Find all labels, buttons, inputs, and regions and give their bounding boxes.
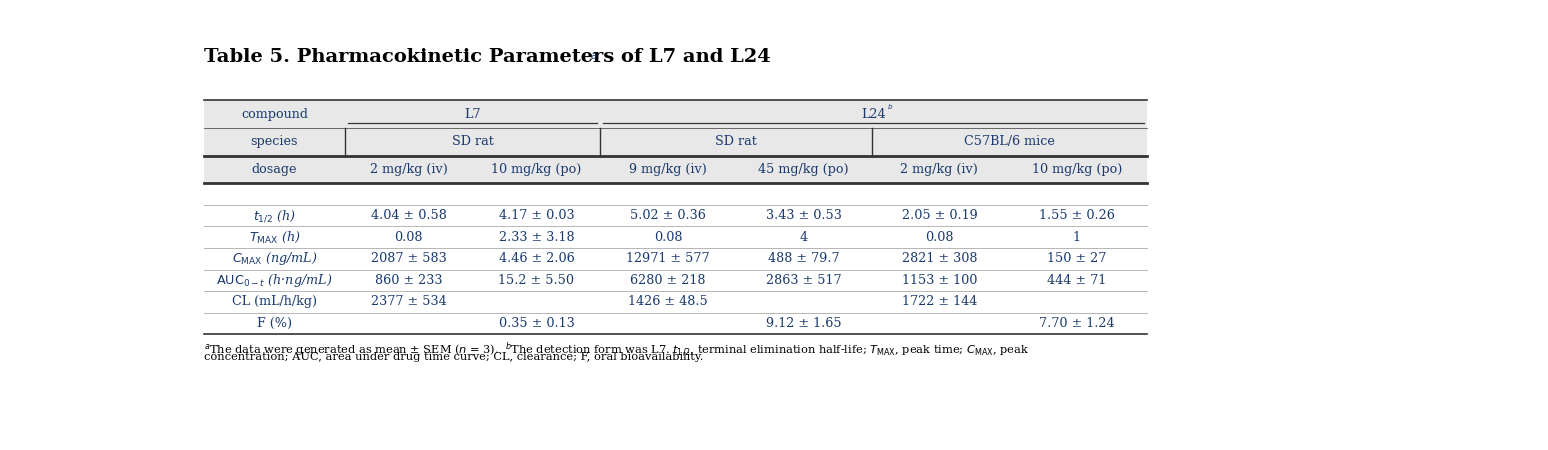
Text: 2821 ± 308: 2821 ± 308 xyxy=(901,252,977,266)
Text: 1722 ± 144: 1722 ± 144 xyxy=(902,296,977,308)
Text: 2 mg/kg (iv): 2 mg/kg (iv) xyxy=(370,163,447,176)
Text: 2863 ± 517: 2863 ± 517 xyxy=(766,274,842,287)
Bar xyxy=(204,100,1147,183)
Text: 4.17 ± 0.03: 4.17 ± 0.03 xyxy=(498,209,574,222)
Text: $\mathrm{AUC}_{0-t}$ (h·ng/mL): $\mathrm{AUC}_{0-t}$ (h·ng/mL) xyxy=(217,272,333,289)
Text: 1: 1 xyxy=(1073,231,1081,244)
Text: species: species xyxy=(251,135,299,148)
Text: 1426 ± 48.5: 1426 ± 48.5 xyxy=(628,296,707,308)
Text: 488 ± 79.7: 488 ± 79.7 xyxy=(768,252,839,266)
Text: 15.2 ± 5.50: 15.2 ± 5.50 xyxy=(498,274,574,287)
Text: 2.33 ± 3.18: 2.33 ± 3.18 xyxy=(498,231,574,244)
Text: SD rat: SD rat xyxy=(715,135,757,148)
Text: 45 mg/kg (po): 45 mg/kg (po) xyxy=(759,163,850,176)
Text: 2.05 ± 0.19: 2.05 ± 0.19 xyxy=(901,209,977,222)
Text: 4.46 ± 2.06: 4.46 ± 2.06 xyxy=(498,252,574,266)
Text: $C_{\mathrm{MAX}}$ (ng/mL): $C_{\mathrm{MAX}}$ (ng/mL) xyxy=(232,250,317,267)
Text: $^{a}$The data were generated as mean $\pm$ SEM ($n$ = 3).  $^{b}$The detection : $^{a}$The data were generated as mean $\… xyxy=(204,341,1029,359)
Text: 12971 ± 577: 12971 ± 577 xyxy=(627,252,711,266)
Text: 1.55 ± 0.26: 1.55 ± 0.26 xyxy=(1039,209,1115,222)
Text: 10 mg/kg (po): 10 mg/kg (po) xyxy=(1033,163,1122,176)
Text: 3.43 ± 0.53: 3.43 ± 0.53 xyxy=(766,209,842,222)
Text: 6280 ± 218: 6280 ± 218 xyxy=(630,274,706,287)
Text: 4.04 ± 0.58: 4.04 ± 0.58 xyxy=(370,209,446,222)
Text: 860 ± 233: 860 ± 233 xyxy=(375,274,443,287)
Text: 10 mg/kg (po): 10 mg/kg (po) xyxy=(491,163,582,176)
Text: 9 mg/kg (iv): 9 mg/kg (iv) xyxy=(628,163,707,176)
Text: $^{b}$: $^{b}$ xyxy=(887,105,893,114)
Text: concentration; AUC, area under drug time curve; CL, clearance; F, oral bioavaila: concentration; AUC, area under drug time… xyxy=(204,352,704,362)
Text: $t_{1/2}$ (h): $t_{1/2}$ (h) xyxy=(252,208,296,224)
Text: 0.08: 0.08 xyxy=(926,231,954,244)
Text: 0.08: 0.08 xyxy=(653,231,683,244)
Text: 0.08: 0.08 xyxy=(395,231,423,244)
Text: 4: 4 xyxy=(800,231,808,244)
Text: 444 ± 71: 444 ± 71 xyxy=(1048,274,1107,287)
Text: 2087 ± 583: 2087 ± 583 xyxy=(370,252,446,266)
Text: C57BL/6 mice: C57BL/6 mice xyxy=(964,135,1054,148)
Text: dosage: dosage xyxy=(252,163,297,176)
Text: compound: compound xyxy=(241,108,308,121)
Text: 150 ± 27: 150 ± 27 xyxy=(1048,252,1107,266)
Text: 2 mg/kg (iv): 2 mg/kg (iv) xyxy=(901,163,978,176)
Text: 2377 ± 534: 2377 ± 534 xyxy=(370,296,446,308)
Text: 0.35 ± 0.13: 0.35 ± 0.13 xyxy=(498,317,574,330)
Text: CL (mL/h/kg): CL (mL/h/kg) xyxy=(232,296,317,308)
Text: L24: L24 xyxy=(861,108,885,121)
Text: SD rat: SD rat xyxy=(452,135,494,148)
Text: 1153 ± 100: 1153 ± 100 xyxy=(902,274,977,287)
Text: 7.70 ± 1.24: 7.70 ± 1.24 xyxy=(1039,317,1115,330)
Text: 5.02 ± 0.36: 5.02 ± 0.36 xyxy=(630,209,706,222)
Text: 9.12 ± 1.65: 9.12 ± 1.65 xyxy=(766,317,842,330)
Text: Table 5. Pharmacokinetic Parameters of L7 and L24: Table 5. Pharmacokinetic Parameters of L… xyxy=(204,48,771,66)
Text: F (%): F (%) xyxy=(257,317,293,330)
Text: L7: L7 xyxy=(464,108,481,121)
Text: $T_{\mathrm{MAX}}$ (h): $T_{\mathrm{MAX}}$ (h) xyxy=(249,230,300,245)
Text: $^{a}$: $^{a}$ xyxy=(590,51,598,65)
